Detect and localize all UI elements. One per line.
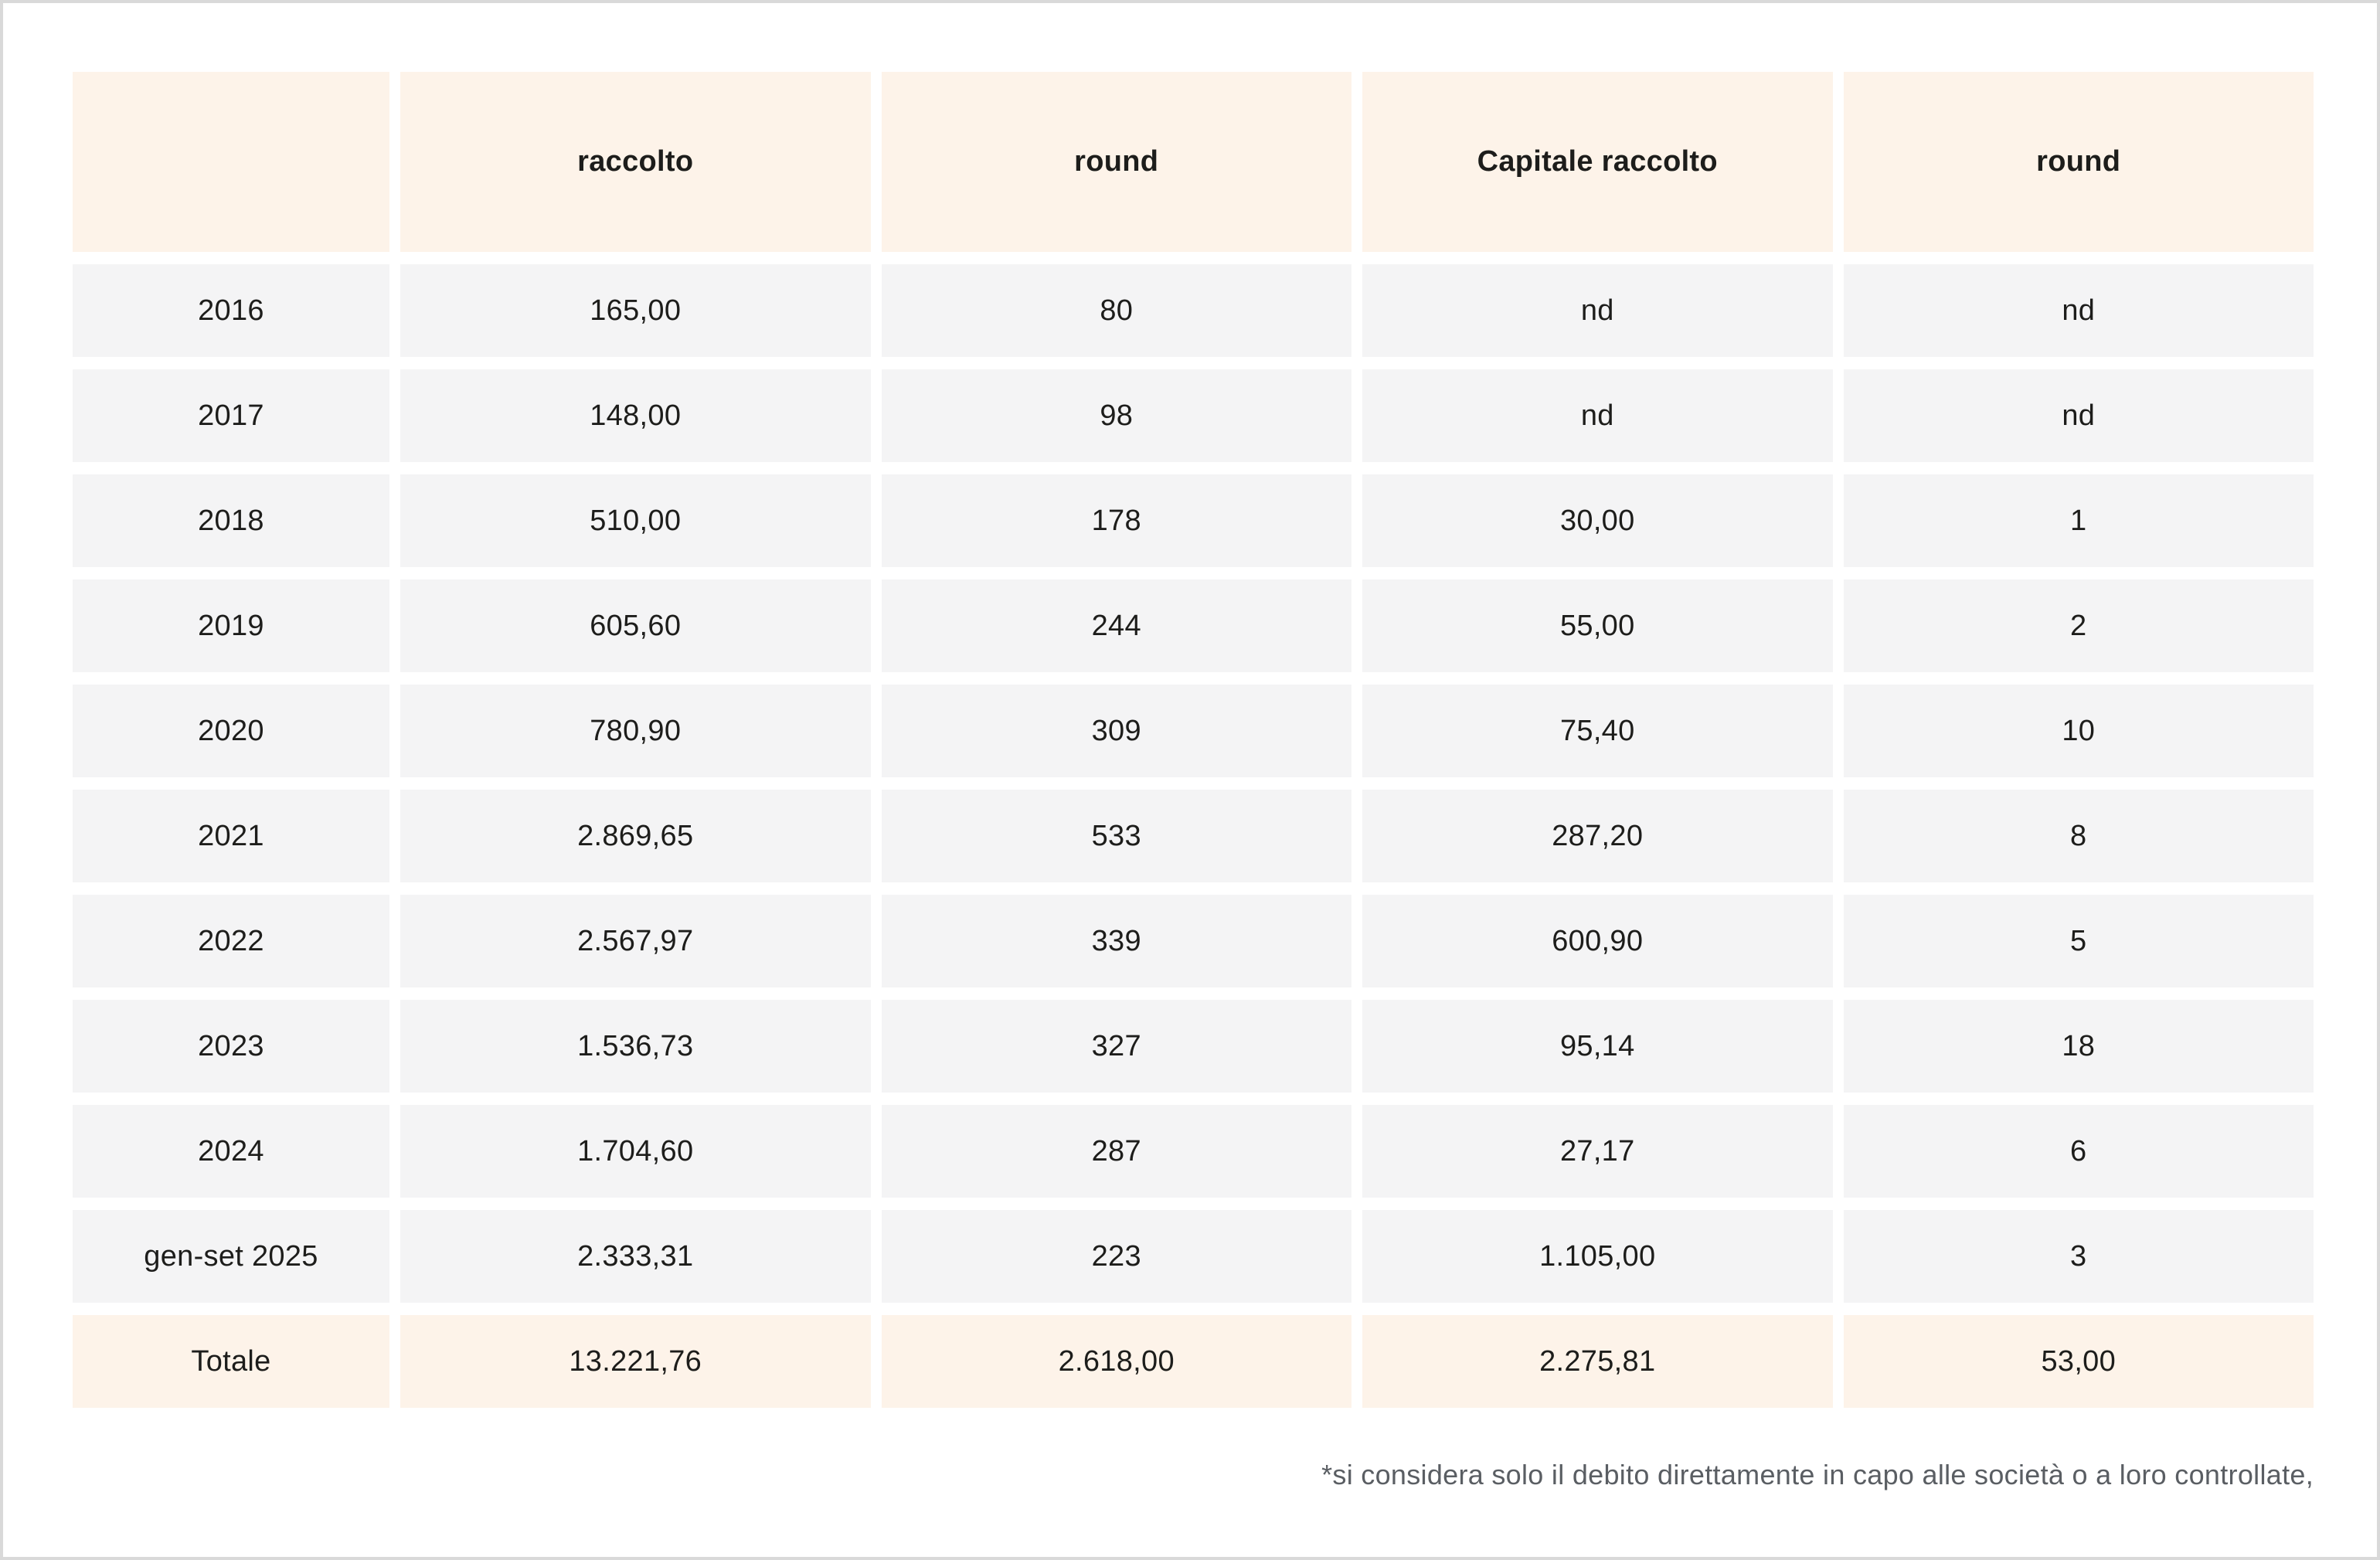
year-cell: 2016 <box>73 264 389 357</box>
total-label-cell: Totale <box>73 1315 389 1408</box>
total-value-cell: 13.221,76 <box>400 1315 871 1408</box>
year-cell: gen-set 2025 <box>73 1210 389 1303</box>
value-cell: nd <box>1362 369 1833 462</box>
value-cell: 1.536,73 <box>400 1000 871 1093</box>
value-cell: nd <box>1362 264 1833 357</box>
value-cell: 6 <box>1843 1105 2314 1198</box>
total-value-cell: 2.618,00 <box>881 1315 1352 1408</box>
value-cell: 18 <box>1843 1000 2314 1093</box>
footnote: *si considera solo il debito direttament… <box>1321 1459 2314 1490</box>
value-cell: 244 <box>881 579 1352 672</box>
value-cell: 600,90 <box>1362 895 1833 987</box>
value-cell: 1.704,60 <box>400 1105 871 1198</box>
table-row: 2016 165,00 80 nd nd <box>73 264 2314 357</box>
value-cell: 5 <box>1843 895 2314 987</box>
value-cell: 2.333,31 <box>400 1210 871 1303</box>
value-cell: 10 <box>1843 685 2314 777</box>
value-cell: nd <box>1843 369 2314 462</box>
value-cell: 780,90 <box>400 685 871 777</box>
value-cell: 223 <box>881 1210 1352 1303</box>
total-value-cell: 2.275,81 <box>1362 1315 1833 1408</box>
value-cell: 287,20 <box>1362 790 1833 882</box>
table-row: 2022 2.567,97 339 600,90 5 <box>73 895 2314 987</box>
value-cell: 510,00 <box>400 474 871 567</box>
value-cell: nd <box>1843 264 2314 357</box>
value-cell: 3 <box>1843 1210 2314 1303</box>
year-cell: 2021 <box>73 790 389 882</box>
table-row: 2020 780,90 309 75,40 10 <box>73 685 2314 777</box>
value-cell: 339 <box>881 895 1352 987</box>
year-cell: 2020 <box>73 685 389 777</box>
year-cell: 2022 <box>73 895 389 987</box>
value-cell: 8 <box>1843 790 2314 882</box>
year-cell: 2017 <box>73 369 389 462</box>
column-header-raccolto: raccolto <box>400 72 871 252</box>
header-row: raccolto round Capitale raccolto round <box>73 72 2314 252</box>
value-cell: 605,60 <box>400 579 871 672</box>
column-header-round-2: round <box>1843 72 2314 252</box>
value-cell: 2.869,65 <box>400 790 871 882</box>
value-cell: 27,17 <box>1362 1105 1833 1198</box>
value-cell: 533 <box>881 790 1352 882</box>
column-header-empty <box>73 72 389 252</box>
year-cell: 2023 <box>73 1000 389 1093</box>
table-row: 2017 148,00 98 nd nd <box>73 369 2314 462</box>
value-cell: 327 <box>881 1000 1352 1093</box>
value-cell: 287 <box>881 1105 1352 1198</box>
column-header-capitale-raccolto: Capitale raccolto <box>1362 72 1833 252</box>
table-row: gen-set 2025 2.333,31 223 1.105,00 3 <box>73 1210 2314 1303</box>
year-cell: 2024 <box>73 1105 389 1198</box>
value-cell: 55,00 <box>1362 579 1833 672</box>
value-cell: 80 <box>881 264 1352 357</box>
total-value-cell: 53,00 <box>1843 1315 2314 1408</box>
table-row: 2024 1.704,60 287 27,17 6 <box>73 1105 2314 1198</box>
data-table: raccolto round Capitale raccolto round 2… <box>73 72 2314 1420</box>
value-cell: 2 <box>1843 579 2314 672</box>
value-cell: 2.567,97 <box>400 895 871 987</box>
table-row: 2019 605,60 244 55,00 2 <box>73 579 2314 672</box>
value-cell: 165,00 <box>400 264 871 357</box>
value-cell: 1 <box>1843 474 2314 567</box>
value-cell: 30,00 <box>1362 474 1833 567</box>
value-cell: 148,00 <box>400 369 871 462</box>
table-row: 2023 1.536,73 327 95,14 18 <box>73 1000 2314 1093</box>
year-cell: 2019 <box>73 579 389 672</box>
year-cell: 2018 <box>73 474 389 567</box>
value-cell: 98 <box>881 369 1352 462</box>
value-cell: 309 <box>881 685 1352 777</box>
table-row: 2021 2.869,65 533 287,20 8 <box>73 790 2314 882</box>
value-cell: 95,14 <box>1362 1000 1833 1093</box>
column-header-round: round <box>881 72 1352 252</box>
total-row: Totale 13.221,76 2.618,00 2.275,81 53,00 <box>73 1315 2314 1408</box>
value-cell: 178 <box>881 474 1352 567</box>
table-row: 2018 510,00 178 30,00 1 <box>73 474 2314 567</box>
value-cell: 1.105,00 <box>1362 1210 1833 1303</box>
value-cell: 75,40 <box>1362 685 1833 777</box>
